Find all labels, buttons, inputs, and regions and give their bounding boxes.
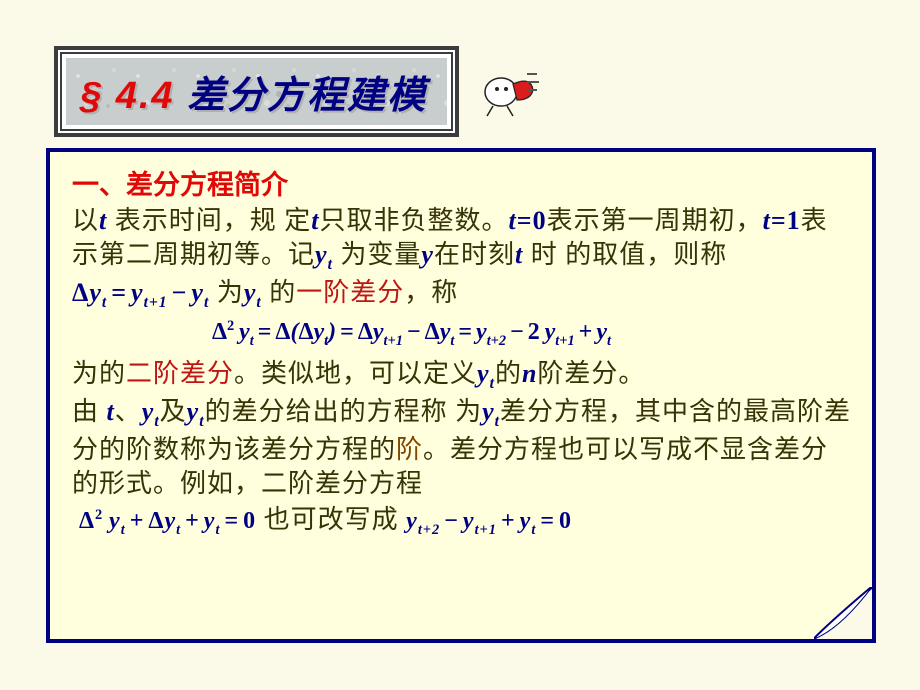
paragraph-1: 以t 表示时间，规 定t只取非负整数。t=0表示第一周期初，t=1表示第二周期初… [72, 204, 854, 314]
equation-3: Δ2 yt+Δyt+yt=0 [72, 506, 256, 540]
mascot-icon [473, 62, 543, 122]
section-heading: 一、差分方程简介 [72, 168, 854, 204]
equation-1: Δyt=yt+1−yt [72, 276, 209, 314]
title-row: § 4.4 差分方程建模 [54, 46, 543, 137]
paragraph-3: 由 t、yt及yt的差分给出的方程称 为yt差分方程，其中含的最高阶差分的阶数称… [72, 395, 854, 501]
equation-2: Δ2 yt=Δ(Δyt)=Δyt+1−Δyt=yt+2−2 yt+1+yt [72, 317, 854, 351]
equation-3-4-line: Δ2 yt+Δyt+yt=0 也可改写成 yt+2−yt+1+yt=0 [72, 503, 854, 540]
equation-4: yt+2−yt+1+yt=0 [406, 506, 572, 540]
content-box: 一、差分方程简介 以t 表示时间，规 定t只取非负整数。t=0表示第一周期初，t… [46, 148, 876, 643]
title-text: § 4.4 差分方程建模 [80, 75, 427, 117]
page-curl-icon [814, 587, 872, 639]
title-frame: § 4.4 差分方程建模 [54, 46, 459, 137]
paragraph-2: 为的二阶差分。类似地，可以定义yt的n阶差分。 [72, 357, 854, 395]
